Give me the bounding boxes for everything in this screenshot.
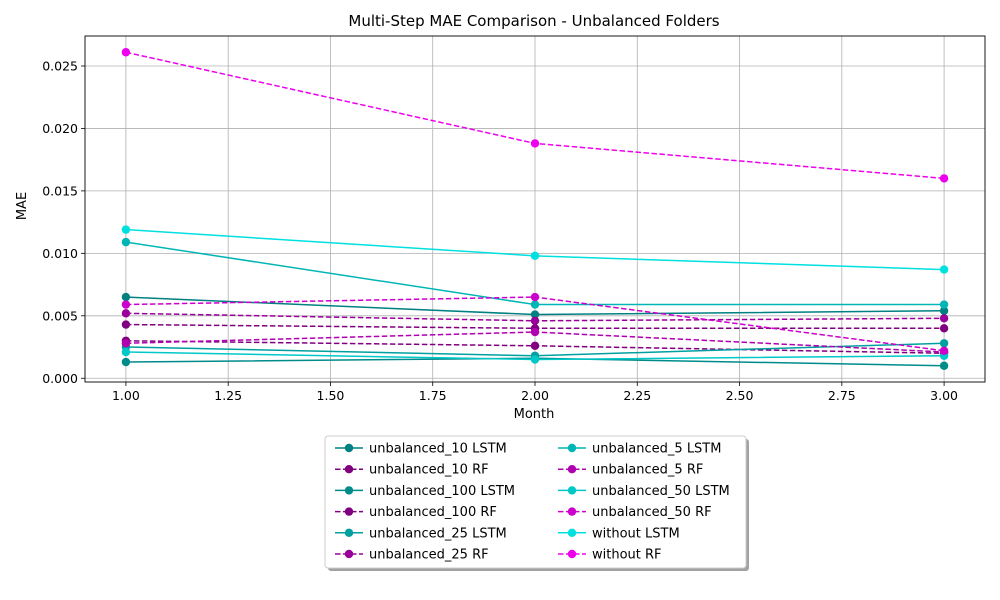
data-point (121, 347, 131, 357)
x-axis-label: Month (514, 407, 555, 422)
legend-swatch-marker (344, 465, 354, 474)
y-tick-label: 0.020 (42, 121, 78, 136)
x-tick-label: 1.25 (214, 388, 242, 403)
data-point (530, 251, 540, 261)
data-point (121, 339, 131, 348)
data-point (530, 316, 540, 325)
legend-label: unbalanced_25 LSTM (369, 526, 507, 541)
legend-swatch-marker (344, 486, 354, 495)
legend-swatch-marker (567, 528, 577, 537)
data-point (121, 48, 131, 57)
y-tick-label: 0.015 (42, 183, 78, 198)
legend-label: unbalanced_10 LSTM (369, 442, 507, 457)
data-point (121, 225, 131, 234)
x-tick-label: 2.75 (828, 388, 856, 403)
legend-swatch-marker (567, 507, 577, 516)
data-point (530, 139, 540, 148)
legend-swatch-marker (567, 443, 577, 453)
series-without-rf (121, 48, 949, 183)
data-point (121, 320, 131, 329)
legend-label: unbalanced_5 RF (592, 463, 703, 478)
legend-label: without LSTM (592, 526, 680, 541)
legend-swatch-marker (344, 528, 354, 537)
data-point (530, 310, 540, 319)
y-tick-label: 0.000 (42, 371, 78, 386)
data-point (939, 339, 949, 348)
data-point (530, 292, 540, 302)
data-point (530, 355, 540, 364)
plot-frame (84, 35, 986, 383)
legend-swatch-marker (567, 486, 577, 495)
data-point (121, 292, 131, 302)
legend-label: unbalanced_50 RF (592, 505, 712, 520)
data-point (121, 300, 131, 309)
data-point (939, 265, 949, 274)
legend-swatch-marker (344, 507, 354, 516)
data-point (530, 327, 540, 337)
y-tick-label: 0.025 (42, 58, 78, 73)
x-tick-label: 1.75 (419, 388, 447, 403)
legend-label: unbalanced_100 RF (369, 505, 497, 520)
data-point (121, 357, 131, 367)
legend-label: unbalanced_50 LSTM (592, 484, 730, 499)
data-point (939, 314, 949, 323)
chart-title: Multi-Step MAE Comparison - Unbalanced F… (348, 12, 719, 30)
legend-box (324, 435, 747, 569)
x-tick-label: 3.00 (930, 388, 958, 403)
x-tick-label: 2.25 (623, 388, 651, 403)
data-point (121, 237, 131, 247)
data-point (530, 300, 540, 309)
legend: unbalanced_10 LSTM unbalanced_10 RF unbala… (324, 435, 749, 571)
x-tick-label: 2.50 (726, 388, 754, 403)
legend-label: unbalanced_100 LSTM (369, 484, 515, 499)
y-tick-label: 0.005 (42, 308, 78, 323)
legend-label: unbalanced_5 LSTM (592, 442, 721, 457)
x-tick-label: 2.00 (521, 388, 549, 403)
series-unbalanced-10-lstm (121, 292, 949, 319)
legend-swatch-marker (344, 443, 354, 453)
y-tick-label: 0.010 (42, 246, 78, 261)
series-unbalanced-5-lstm (121, 237, 949, 309)
legend-label: unbalanced_10 RF (369, 463, 489, 478)
data-point (121, 309, 131, 318)
legend-label: unbalanced_25 RF (369, 548, 489, 563)
series-layer (121, 48, 949, 370)
legend-label: without RF (592, 548, 662, 563)
legend-swatch-marker (567, 465, 577, 474)
series-unbalanced-25-rf (121, 309, 949, 325)
data-point (939, 174, 949, 183)
data-point (939, 346, 949, 355)
y-axis-label: MAE (15, 192, 30, 220)
legend-swatch-marker (567, 549, 577, 559)
data-point (530, 341, 540, 350)
legend-swatch-marker (344, 549, 354, 559)
axes: 1.00 1.25 1.50 1.75 2.00 2.25 2.50 2.75 3.00 0.00… (42, 35, 986, 403)
data-point (939, 306, 949, 316)
x-tick-label: 1.50 (317, 388, 345, 403)
data-point (939, 361, 949, 370)
x-tick-label: 1.00 (112, 388, 140, 403)
data-point (939, 324, 949, 333)
series-unbalanced-50-rf (121, 292, 949, 355)
data-point (939, 300, 949, 309)
series-without-lstm (121, 225, 949, 274)
